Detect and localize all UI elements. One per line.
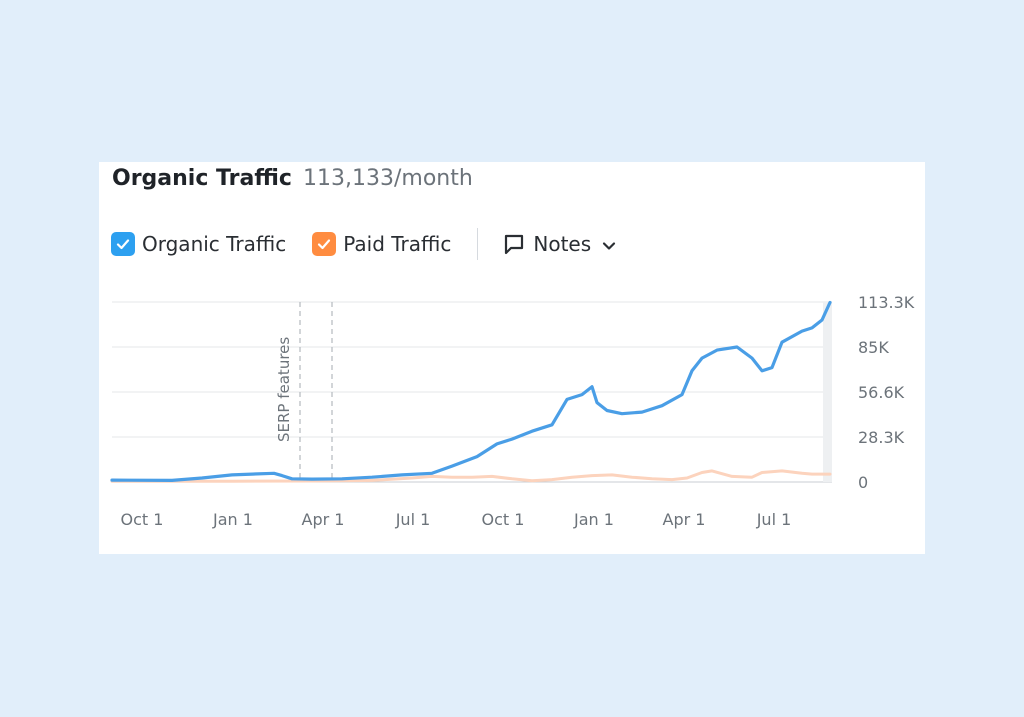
y-tick-label: 85K bbox=[858, 338, 889, 357]
current-period-band bbox=[823, 302, 832, 482]
y-tick-label: 28.3K bbox=[858, 428, 905, 447]
paid-traffic-checkbox[interactable] bbox=[312, 232, 337, 256]
organic-traffic-checkbox[interactable] bbox=[111, 232, 135, 256]
legend: Organic Traffic Paid Traffic Notes bbox=[111, 228, 617, 260]
x-tick-label: Oct 1 bbox=[121, 510, 164, 529]
y-tick-label: 56.6K bbox=[858, 383, 905, 402]
x-tick-label: Apr 1 bbox=[663, 510, 706, 529]
organic-traffic-card: Organic Traffic 113,133/month Organic Tr… bbox=[99, 162, 925, 554]
y-tick-label: 113.3K bbox=[858, 293, 915, 312]
x-tick-label: Jan 1 bbox=[573, 510, 614, 529]
organic-traffic-line bbox=[110, 300, 832, 482]
x-tick-label: Jan 1 bbox=[212, 510, 253, 529]
traffic-total: 113,133/month bbox=[303, 166, 473, 191]
x-tick-label: Oct 1 bbox=[482, 510, 525, 529]
x-tick-label: Apr 1 bbox=[302, 510, 345, 529]
traffic-line-chart: 113.3K 85K 56.6K 28.3K 0 Oct 1 Jan 1 Apr 1 Jul 1… bbox=[110, 293, 915, 529]
check-icon bbox=[318, 239, 331, 250]
check-icon bbox=[116, 239, 130, 250]
x-tick-label: Jul 1 bbox=[395, 510, 431, 529]
notes-dropdown[interactable]: Notes bbox=[502, 232, 617, 256]
legend-item-paid-traffic[interactable]: Paid Traffic bbox=[312, 232, 451, 256]
notes-label: Notes bbox=[533, 232, 592, 256]
x-tick-label: Jul 1 bbox=[756, 510, 792, 529]
y-tick-label: 0 bbox=[858, 473, 868, 492]
annotation-label: SERP features bbox=[275, 337, 293, 442]
title-row: Organic Traffic 113,133/month bbox=[112, 166, 473, 191]
chart-title: Organic Traffic bbox=[112, 166, 292, 191]
legend-item-organic-traffic[interactable]: Organic Traffic bbox=[111, 232, 286, 256]
legend-label-paid: Paid Traffic bbox=[343, 232, 452, 256]
speech-bubble-icon bbox=[505, 234, 524, 255]
chevron-down-icon bbox=[603, 241, 616, 250]
legend-separator bbox=[477, 228, 479, 260]
paid-traffic-line bbox=[110, 469, 832, 483]
legend-label-organic: Organic Traffic bbox=[142, 232, 287, 256]
